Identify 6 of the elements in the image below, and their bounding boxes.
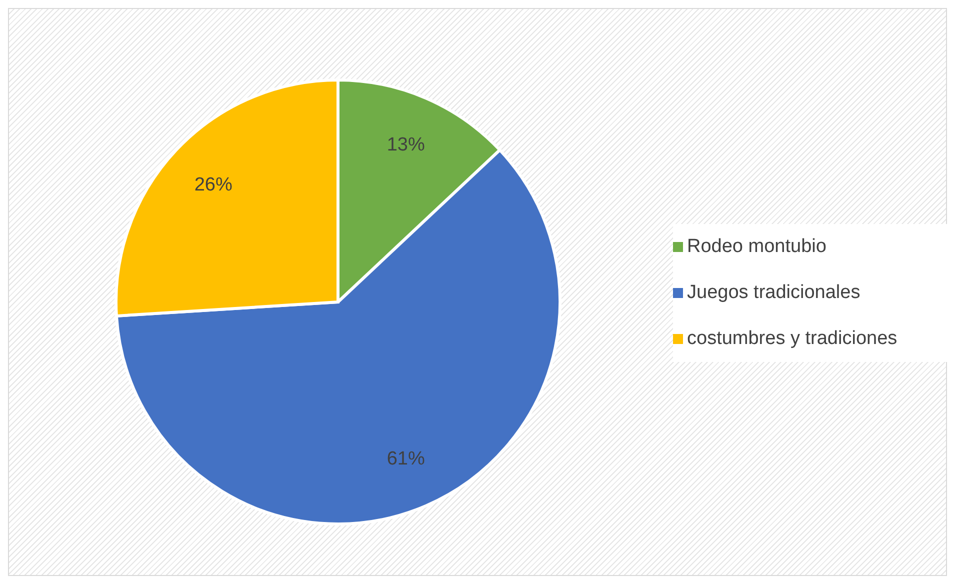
data-label: 61% bbox=[386, 448, 426, 470]
data-label: 26% bbox=[194, 174, 233, 196]
legend-label: costumbres y tradiciones bbox=[687, 328, 898, 349]
legend-label: Rodeo montubio bbox=[687, 236, 826, 257]
data-label: 13% bbox=[386, 134, 426, 156]
legend-label: Juegos tradicionales bbox=[687, 282, 860, 303]
